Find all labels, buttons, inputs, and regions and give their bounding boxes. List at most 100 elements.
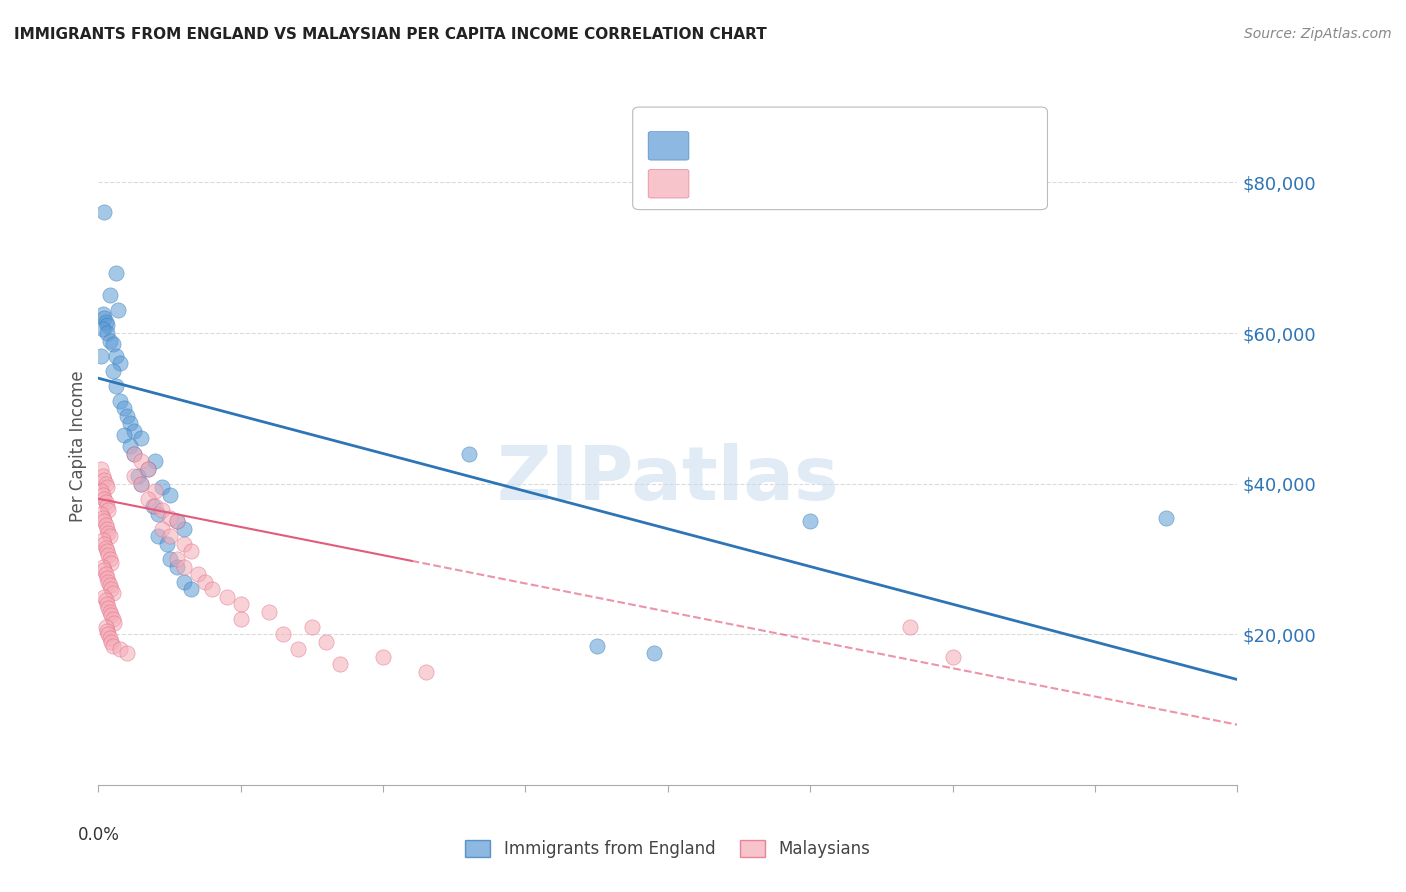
Point <box>93 205 115 219</box>
Point <box>159 552 181 566</box>
Point <box>98 631 121 645</box>
Point <box>159 510 181 524</box>
Point <box>98 578 121 592</box>
Point <box>122 424 145 438</box>
Point <box>94 567 117 582</box>
Point <box>152 503 174 517</box>
Point <box>127 469 149 483</box>
Point <box>148 507 170 521</box>
Point <box>98 288 121 302</box>
Text: 0.0%: 0.0% <box>77 826 120 844</box>
Point <box>194 574 217 589</box>
Point <box>287 642 309 657</box>
Point <box>104 349 127 363</box>
Point <box>118 417 141 431</box>
Point <box>100 635 122 649</box>
Point <box>101 612 124 626</box>
Point <box>108 356 131 370</box>
Point <box>93 590 115 604</box>
Point <box>94 476 117 491</box>
Point <box>96 571 118 585</box>
Point <box>108 393 131 408</box>
Point <box>93 473 115 487</box>
Point <box>97 548 120 562</box>
Point <box>166 559 188 574</box>
Text: Source: ZipAtlas.com: Source: ZipAtlas.com <box>1244 27 1392 41</box>
Point <box>94 593 117 607</box>
Point <box>201 582 224 596</box>
Point <box>166 514 188 528</box>
Point <box>1154 510 1177 524</box>
Point <box>101 337 124 351</box>
Point <box>415 665 437 679</box>
Point <box>96 544 118 558</box>
Point <box>98 529 121 543</box>
Point <box>91 510 114 524</box>
Point <box>98 605 121 619</box>
Text: N = 47: N = 47 <box>893 136 955 155</box>
Point <box>115 646 138 660</box>
Point <box>152 480 174 494</box>
Point <box>96 624 118 638</box>
Point <box>301 620 323 634</box>
Point <box>103 615 125 630</box>
Point <box>112 427 135 442</box>
Point <box>91 488 114 502</box>
Point <box>104 266 127 280</box>
Point <box>942 649 965 664</box>
Point <box>91 559 114 574</box>
Point <box>93 310 115 325</box>
Point <box>136 491 159 506</box>
Point <box>141 500 163 514</box>
Point <box>97 574 120 589</box>
Point <box>259 605 281 619</box>
Point <box>94 518 117 533</box>
Point <box>159 488 181 502</box>
Point <box>90 349 112 363</box>
Point <box>215 590 238 604</box>
Point <box>100 556 122 570</box>
Point <box>101 586 124 600</box>
Point <box>97 503 120 517</box>
Point <box>97 627 120 641</box>
Text: ZIPatlas: ZIPatlas <box>496 443 839 516</box>
Point <box>643 646 665 660</box>
Point <box>96 597 118 611</box>
Point <box>93 563 115 577</box>
Point <box>129 476 152 491</box>
Point <box>90 484 112 499</box>
Point <box>156 537 179 551</box>
Point <box>94 541 117 555</box>
Point <box>90 461 112 475</box>
Point <box>187 567 209 582</box>
Point <box>93 491 115 506</box>
Text: R = -0.246: R = -0.246 <box>696 175 793 193</box>
Point <box>180 582 202 596</box>
Point <box>122 469 145 483</box>
Point <box>136 461 159 475</box>
Point <box>122 446 145 460</box>
Point <box>94 620 117 634</box>
Point <box>91 307 114 321</box>
Point <box>104 378 127 392</box>
Point <box>115 409 138 423</box>
Text: IMMIGRANTS FROM ENGLAND VS MALAYSIAN PER CAPITA INCOME CORRELATION CHART: IMMIGRANTS FROM ENGLAND VS MALAYSIAN PER… <box>14 27 766 42</box>
Point <box>145 484 167 499</box>
Point <box>173 559 195 574</box>
Point <box>273 627 295 641</box>
Point <box>101 364 124 378</box>
Point <box>93 537 115 551</box>
Point <box>799 514 821 528</box>
Point <box>457 446 479 460</box>
Point <box>173 522 195 536</box>
Point <box>107 303 129 318</box>
Point <box>129 476 152 491</box>
Point <box>108 642 131 657</box>
Text: R = -0.436: R = -0.436 <box>696 136 793 155</box>
Point <box>315 635 337 649</box>
Point <box>166 552 188 566</box>
Point <box>93 514 115 528</box>
Point <box>96 480 118 494</box>
Point <box>152 522 174 536</box>
Point <box>136 461 159 475</box>
